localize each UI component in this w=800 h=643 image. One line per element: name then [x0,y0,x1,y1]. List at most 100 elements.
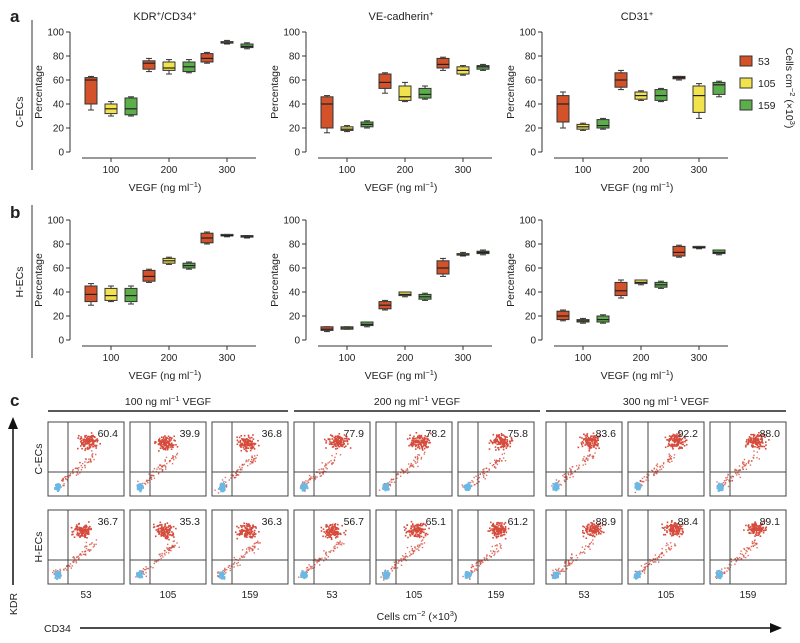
y-tick-label: 80 [53,52,65,63]
box-105-300 [692,83,706,119]
box-159-100 [596,117,610,130]
box-159-300 [240,235,254,239]
flow-col-label: 105 [658,590,675,601]
flow-value: 35.3 [180,516,201,528]
flow-value: 92.2 [678,428,699,440]
box-159-200 [418,292,432,301]
x-tick-label: 100 [339,165,356,176]
flow-plot: 78.2 [375,421,453,497]
x-tick-label: 300 [455,165,472,176]
flow-plot: 92.2 [627,421,705,497]
flow-plot: 36.7 [47,509,125,585]
y-tick-label: 100 [283,216,300,227]
cd34-axis-label: CD34 [44,623,71,635]
y-tick-label: 100 [47,28,64,39]
flow-value: 65.1 [426,516,447,528]
y-tick-label: 80 [289,240,301,251]
flow-value: 88.9 [596,516,617,528]
flow-value: 78.2 [426,428,447,440]
legend-swatch-53 [739,55,753,67]
legend-label-53: 53 [758,56,770,68]
y-tick-label: 60 [53,76,65,87]
y-tick-label: 100 [519,216,536,227]
y-tick-label: 60 [289,264,301,275]
box-53-100 [84,283,98,306]
box-159-200 [654,87,668,103]
box-159-100 [360,321,374,328]
chart-a-2: VE-cadherin+ 0 20 40 60 80 100 Percentage 100 200… [269,9,492,195]
y-axis-label: Percentage [269,253,281,307]
box-105-200 [162,256,176,265]
y-tick-label: 60 [53,264,65,275]
flow-value: 77.9 [344,428,365,440]
box-159-200 [182,59,196,74]
y-tick-label: 0 [58,336,64,347]
box-159-300 [476,63,490,71]
chart-a-1: KDR+/CD34+ 0 20 40 60 80 100 Percentage 100 200 30… [33,9,256,194]
y-axis-label: Percentage [33,253,45,307]
y-tick-label: 0 [294,336,300,347]
y-tick-label: 20 [53,312,65,323]
box-105-200 [398,291,412,298]
box-159-300 [476,249,490,256]
flow-plot: 77.9 [293,421,371,497]
flow-plot: 65.1 [375,509,453,585]
y-tick-label: 20 [525,312,537,323]
y-tick-label: 40 [53,100,65,111]
flow-x-label: Cells cm−2 (×103) [377,609,458,624]
box-159-100 [124,285,138,305]
y-axis-label: Percentage [505,65,517,119]
x-axis-label: VEGF (ng ml−1) [365,368,438,383]
flow-plot: 36.8 [211,421,289,497]
x-tick-label: 100 [103,353,120,364]
box-105-300 [220,233,234,238]
flow-value: 36.3 [262,516,283,528]
x-tick-label: 100 [103,165,120,176]
legend-label-105: 105 [758,78,776,90]
panel-label-b: b [10,203,20,222]
chart-b-1: 0 20 40 60 80 100 Percentage 100 200 300 VEGF (ng … [33,216,256,382]
y-tick-label: 20 [289,312,301,323]
box-105-100 [104,101,118,117]
row-label-c-ecs: C-ECs [14,97,26,128]
chart-title: VE-cadherin+ [369,9,435,24]
box-53-200 [614,69,628,91]
flow-plot: 35.3 [129,509,207,585]
box-53-200 [142,57,156,73]
box-53-300 [200,51,214,64]
group-label: 300 ng ml−1 VEGF [623,394,709,409]
box-53-100 [320,326,334,333]
flow-plot: 61.2 [457,509,535,585]
y-tick-label: 40 [53,288,65,299]
x-axis-label: VEGF (ng ml−1) [365,180,438,195]
x-tick-label: 200 [633,353,650,364]
box-159-200 [654,280,668,289]
flow-value: 36.8 [262,428,283,440]
y-tick-label: 100 [519,28,536,39]
panel-label-a: a [10,7,20,26]
row-label-h-ecs: H-ECs [14,267,26,298]
y-tick-label: 80 [53,240,65,251]
flow-plot: 88.4 [627,509,705,585]
x-tick-label: 300 [219,165,236,176]
flow-value: 89.1 [760,516,781,528]
y-tick-label: 40 [289,100,301,111]
y-axis-label: Percentage [505,253,517,307]
y-tick-label: 60 [525,76,537,87]
box-53-200 [378,299,392,311]
chart-a-3: CD31+ 0 20 40 60 80 100 Percentage 100 200 300 VEGF… [505,9,728,194]
y-tick-label: 100 [47,216,64,227]
flow-col-label: 53 [578,590,590,601]
y-tick-label: 100 [283,28,300,39]
box-159-300 [712,249,726,256]
group-label: 200 ng ml−1 VEGF [374,394,460,409]
x-tick-label: 100 [339,353,356,364]
y-tick-label: 40 [525,100,537,111]
box-53-200 [142,268,156,283]
box-159-100 [596,314,610,324]
x-tick-label: 100 [575,165,592,176]
flow-col-label: 105 [160,590,177,601]
box-105-200 [634,90,648,101]
box-53-300 [436,56,450,71]
